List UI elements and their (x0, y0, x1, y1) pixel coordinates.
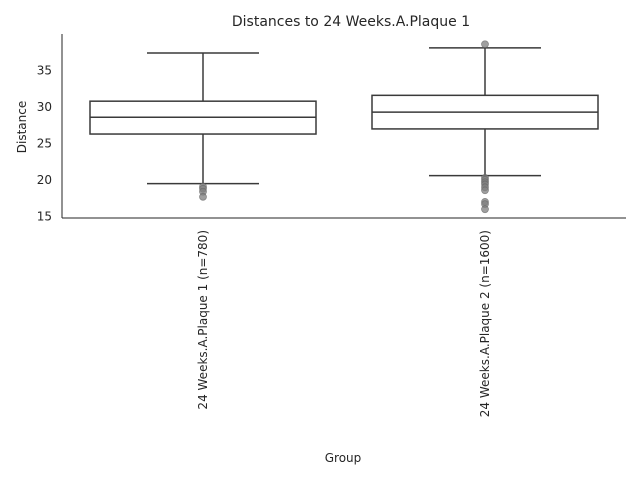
y-tick-label: 35 (37, 64, 52, 78)
outlier-point (481, 205, 489, 214)
y-tick-label: 25 (37, 137, 52, 151)
axes: 15 20 25 30 35 24 Weeks.A.Plaque 1 (n=780) 24 … (37, 34, 626, 417)
box-group (371, 40, 599, 214)
y-tick-label: 30 (37, 100, 52, 114)
x-tick-label: 24 Weeks.A.Plaque 2 (n=1600) (478, 230, 492, 417)
y-tick-label: 20 (37, 173, 52, 187)
box-plot-marks (89, 40, 599, 214)
x-axis-label: Group (325, 451, 362, 465)
outlier-point (199, 192, 207, 201)
outlier-point (481, 186, 489, 195)
outlier-point (481, 40, 489, 49)
chart-title: Distances to 24 Weeks.A.Plaque 1 (232, 14, 470, 30)
y-axis-label: Distance (15, 101, 29, 153)
x-tick-label: 24 Weeks.A.Plaque 1 (n=780) (196, 230, 210, 410)
box-group (89, 52, 317, 201)
y-tick-label: 15 (37, 210, 52, 224)
